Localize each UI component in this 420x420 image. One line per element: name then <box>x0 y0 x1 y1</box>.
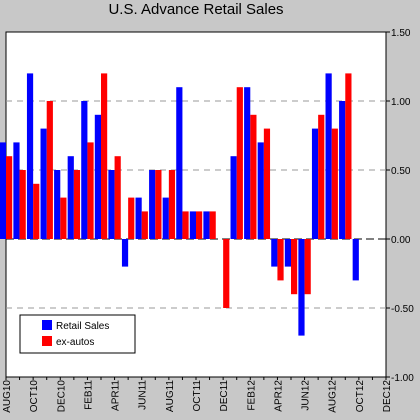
x-tick-label: OCT12 <box>355 380 366 413</box>
bar-retail-sales-mar11 <box>94 114 101 239</box>
legend-box <box>19 314 136 354</box>
x-tick-label: FEB12 <box>246 380 257 411</box>
x-tick-label: DEC10 <box>56 380 67 413</box>
bar-retail-sales-feb11 <box>81 101 88 239</box>
bar-ex-autos-aug10 <box>6 156 13 239</box>
bar-ex-autos-jul12 <box>318 114 325 239</box>
x-tick-label: AUG12 <box>328 380 339 413</box>
bar-ex-autos-aug11 <box>168 170 176 239</box>
bar-retail-sales-nov11 <box>203 211 210 239</box>
bar-ex-autos-jan11 <box>73 170 81 239</box>
bar-ex-autos-apr11 <box>114 156 121 239</box>
bar-ex-autos-mar11 <box>101 73 108 240</box>
bar-retail-sales-may12 <box>284 239 291 267</box>
bar-ex-autos-mar12 <box>263 128 271 239</box>
bar-retail-sales-aug11 <box>162 197 169 239</box>
bar-ex-autos-apr12 <box>277 239 284 281</box>
y-axis: 1.50 1.00 0.50 0.00 -0.50 -1.00 <box>386 28 414 384</box>
bar-ex-autos-feb12 <box>250 114 257 239</box>
bar-ex-autos-feb11 <box>87 142 94 239</box>
bars <box>0 73 359 336</box>
bar-retail-sales-jul11 <box>149 170 156 239</box>
x-tick-label: JUN11 <box>138 380 149 410</box>
bar-retail-sales-mar12 <box>257 142 264 239</box>
bar-retail-sales-jun11 <box>135 197 142 239</box>
bar-ex-autos-oct10 <box>33 183 40 239</box>
bar-ex-autos-aug12 <box>331 128 338 239</box>
x-tick-label: FEB11 <box>83 380 94 410</box>
bar-ex-autos-oct11 <box>196 211 203 239</box>
x-tick-label: AUG11 <box>165 380 176 412</box>
bar-ex-autos-sep11 <box>182 211 189 239</box>
bar-retail-sales-apr11 <box>108 170 115 239</box>
legend: Retail Sales ex-autos <box>19 314 136 354</box>
bar-ex-autos-jun12 <box>304 239 311 295</box>
bar-retail-sales-jan12 <box>230 156 237 239</box>
bar-retail-sales-jun12 <box>298 239 305 336</box>
bar-ex-autos-sep12 <box>345 73 352 240</box>
x-axis: AUG10 OCT10 DEC10 FEB11 APR11 JUN11 AUG11 OCT11… <box>2 377 393 413</box>
x-tick-label: APR11 <box>111 380 122 411</box>
legend-swatch <box>42 320 52 330</box>
legend-label: ex-autos <box>56 337 94 348</box>
x-tick-label: OCT11 <box>192 380 203 412</box>
bar-retail-sales-aug12 <box>325 73 332 240</box>
x-tick-label: DEC11 <box>219 380 230 412</box>
bar-retail-sales-sep12 <box>339 101 346 239</box>
bar-ex-autos-nov11 <box>209 211 216 239</box>
bar-ex-autos-jan12 <box>236 87 243 239</box>
bar-retail-sales-oct11 <box>189 211 196 239</box>
bar-ex-autos-sep10 <box>19 170 26 239</box>
bar-ex-autos-may11 <box>128 197 135 239</box>
bar-ex-autos-nov10 <box>46 101 53 239</box>
chart-title: U.S. Advance Retail Sales <box>108 1 284 18</box>
y-tick-label: 1.50 <box>391 28 411 39</box>
y-tick-label: -1.00 <box>391 373 414 384</box>
bar-ex-autos-jun11 <box>141 211 148 239</box>
bar-ex-autos-jul11 <box>155 170 162 239</box>
legend-label: Retail Sales <box>56 321 109 332</box>
x-tick-label: JUN12 <box>301 380 312 411</box>
bar-retail-sales-may11 <box>121 239 129 267</box>
bar-retail-sales-apr12 <box>271 239 278 267</box>
bar-retail-sales-aug10 <box>0 142 6 239</box>
bar-retail-sales-dec10 <box>54 170 61 239</box>
x-tick-label: APR12 <box>273 380 284 412</box>
bar-retail-sales-jan11 <box>67 156 74 239</box>
bar-retail-sales-jul12 <box>311 128 319 239</box>
bar-ex-autos-may12 <box>291 239 298 295</box>
x-tick-label: OCT10 <box>29 380 40 413</box>
bar-ex-autos-dec11 <box>223 239 230 308</box>
y-tick-label: 0.00 <box>391 235 411 246</box>
legend-swatch <box>42 336 52 346</box>
y-tick-label: 0.50 <box>391 166 411 177</box>
bar-retail-sales-sep10 <box>13 142 20 239</box>
bar-ex-autos-dec10 <box>60 197 67 239</box>
bar-retail-sales-oct10 <box>26 73 34 240</box>
bar-retail-sales-nov10 <box>40 128 47 239</box>
bar-retail-sales-oct12 <box>352 239 359 281</box>
x-tick-label: DEC12 <box>382 380 393 413</box>
x-tick-label: AUG10 <box>2 380 13 413</box>
bar-retail-sales-feb12 <box>244 87 251 239</box>
y-tick-label: -0.50 <box>391 304 414 315</box>
bar-retail-sales-sep11 <box>176 87 183 239</box>
y-tick-label: 1.00 <box>391 97 411 108</box>
